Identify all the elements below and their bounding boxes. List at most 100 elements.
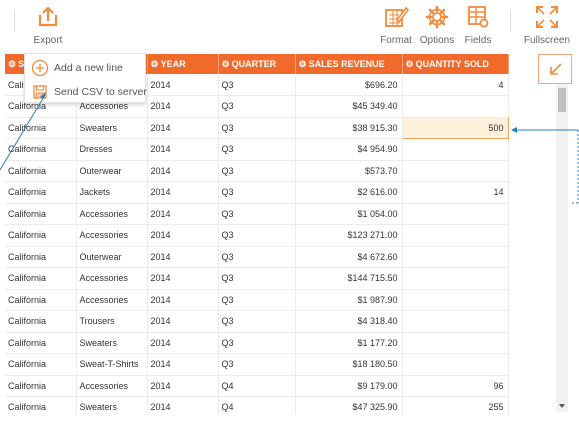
table-cell[interactable]: Accessories xyxy=(76,203,148,225)
table-row[interactable]: California Accessories 2014 Q4 $9 179.00 96 xyxy=(5,375,509,397)
fullscreen-button[interactable]: Fullscreen xyxy=(522,2,572,50)
table-cell[interactable]: Accessories xyxy=(76,375,148,397)
table-cell[interactable] xyxy=(402,353,509,376)
table-cell[interactable]: 2014 xyxy=(147,117,219,139)
table-row[interactable]: California Trousers 2014 Q3 $4 318.40 xyxy=(5,310,509,333)
table-cell[interactable]: 2014 xyxy=(147,246,219,268)
vertical-scrollbar[interactable] xyxy=(556,84,568,412)
header-year[interactable]: ⚙ YEAR xyxy=(147,54,219,74)
table-cell[interactable]: 2014 xyxy=(147,138,219,161)
table-cell[interactable]: Jackets xyxy=(76,181,148,204)
menu-item-send-csv[interactable]: Send CSV to server xyxy=(25,80,147,104)
table-cell[interactable]: California xyxy=(5,160,77,182)
table-cell[interactable]: 4 xyxy=(402,74,509,96)
table-cell[interactable]: 2014 xyxy=(147,375,219,397)
table-cell[interactable]: Q3 xyxy=(218,138,296,161)
table-row[interactable]: California Accessories 2014 Q3 $1 054.00 xyxy=(5,203,509,225)
table-cell[interactable]: Sweat-T-Shirts xyxy=(76,353,148,376)
table-cell[interactable]: California xyxy=(5,289,77,311)
export-button[interactable]: Export xyxy=(30,2,66,50)
menu-item-add-new-line[interactable]: Add a new line xyxy=(25,56,147,80)
table-cell[interactable] xyxy=(402,95,509,118)
table-cell[interactable] xyxy=(402,203,509,225)
table-cell[interactable]: 2014 xyxy=(147,181,219,204)
table-cell[interactable]: $45 349.40 xyxy=(295,95,403,118)
table-cell[interactable]: 255 xyxy=(402,396,509,414)
table-cell[interactable]: California xyxy=(5,224,77,247)
table-cell[interactable]: $2 616.00 xyxy=(295,181,403,204)
table-cell[interactable]: Q3 xyxy=(218,332,296,354)
table-row[interactable]: California Dresses 2014 Q3 $4 954.90 xyxy=(5,138,509,161)
table-cell[interactable]: Q3 xyxy=(218,203,296,225)
table-cell[interactable]: California xyxy=(5,117,77,139)
table-cell[interactable]: Trousers xyxy=(76,310,148,333)
table-row[interactable]: California Sweaters 2014 Q4 $47 325.90 255 xyxy=(5,396,509,414)
table-row[interactable]: California Accessories 2014 Q3 $1 987.90 xyxy=(5,289,509,311)
table-cell[interactable]: $4 672.60 xyxy=(295,246,403,268)
table-row[interactable]: California Outerwear 2014 Q3 $4 672.60 xyxy=(5,246,509,268)
table-cell[interactable]: $9 179.00 xyxy=(295,375,403,397)
selected-cell[interactable]: 500 xyxy=(401,116,509,139)
header-sales-revenue[interactable]: ⚙ SALES REVENUE xyxy=(295,54,403,74)
table-cell[interactable]: 2014 xyxy=(147,396,219,414)
table-cell[interactable]: Outerwear xyxy=(76,246,148,268)
table-cell[interactable]: Q3 xyxy=(218,353,296,376)
table-cell[interactable]: $38 915.30 xyxy=(295,117,403,139)
format-button[interactable]: Format xyxy=(377,2,415,50)
table-row[interactable]: California Outerwear 2014 Q3 $573.70 xyxy=(5,160,509,182)
scroll-down-arrow-icon[interactable] xyxy=(559,404,565,408)
table-cell[interactable]: California xyxy=(5,396,77,414)
table-cell[interactable]: California xyxy=(5,181,77,204)
table-cell[interactable]: Sweaters xyxy=(76,117,148,139)
table-cell[interactable]: California xyxy=(5,332,77,354)
table-cell[interactable]: 2014 xyxy=(147,310,219,333)
table-row[interactable]: California Sweat-T-Shirts 2014 Q3 $18 180.50 xyxy=(5,353,509,376)
table-cell[interactable] xyxy=(402,289,509,311)
table-cell[interactable]: Q4 xyxy=(218,375,296,397)
table-cell[interactable]: Q3 xyxy=(218,246,296,268)
table-cell[interactable]: 2014 xyxy=(147,74,219,96)
table-cell[interactable]: California xyxy=(5,353,77,376)
table-cell[interactable]: Sweaters xyxy=(76,396,148,414)
table-cell[interactable]: Accessories xyxy=(76,289,148,311)
table-cell[interactable] xyxy=(402,246,509,268)
table-cell[interactable]: Q3 xyxy=(218,160,296,182)
table-cell[interactable]: Accessories xyxy=(76,224,148,247)
table-cell[interactable] xyxy=(402,138,509,161)
table-cell[interactable]: Dresses xyxy=(76,138,148,161)
table-cell[interactable]: $1 177.20 xyxy=(295,332,403,354)
minimize-button[interactable] xyxy=(538,54,572,84)
table-cell[interactable]: Q3 xyxy=(218,181,296,204)
table-row[interactable]: California Accessories 2014 Q3 $123 271.00 xyxy=(5,224,509,247)
table-cell[interactable]: Q3 xyxy=(218,267,296,290)
table-cell[interactable] xyxy=(402,224,509,247)
table-cell[interactable]: California xyxy=(5,246,77,268)
table-cell[interactable]: 2014 xyxy=(147,353,219,376)
table-cell[interactable]: Q3 xyxy=(218,117,296,139)
table-cell[interactable]: $144 715.50 xyxy=(295,267,403,290)
table-cell[interactable]: California xyxy=(5,138,77,161)
table-cell[interactable]: Accessories xyxy=(76,267,148,290)
table-cell[interactable]: Q3 xyxy=(218,289,296,311)
table-cell[interactable]: $123 271.00 xyxy=(295,224,403,247)
table-cell[interactable] xyxy=(402,160,509,182)
table-cell[interactable]: 2014 xyxy=(147,160,219,182)
table-cell[interactable]: 2014 xyxy=(147,95,219,118)
table-cell[interactable]: Q3 xyxy=(218,74,296,96)
table-cell[interactable]: $18 180.50 xyxy=(295,353,403,376)
table-row[interactable]: California Accessories 2014 Q3 $144 715.50 xyxy=(5,267,509,290)
table-cell[interactable] xyxy=(402,310,509,333)
table-cell[interactable]: $696.20 xyxy=(295,74,403,96)
table-row[interactable]: California Sweaters 2014 Q3 $38 915.30 500 xyxy=(5,116,509,139)
table-cell[interactable]: California xyxy=(5,375,77,397)
table-cell[interactable]: $4 954.90 xyxy=(295,138,403,161)
table-cell[interactable]: Sweaters xyxy=(76,332,148,354)
fields-button[interactable]: Fields xyxy=(459,2,497,50)
table-cell[interactable]: California xyxy=(5,267,77,290)
table-cell[interactable]: 2014 xyxy=(147,203,219,225)
table-cell[interactable]: California xyxy=(5,203,77,225)
header-quantity-sold[interactable]: ⚙ QUANTITY SOLD xyxy=(402,54,509,74)
table-cell[interactable]: 2014 xyxy=(147,332,219,354)
table-cell[interactable] xyxy=(402,332,509,354)
table-cell[interactable]: $47 325.90 xyxy=(295,396,403,414)
